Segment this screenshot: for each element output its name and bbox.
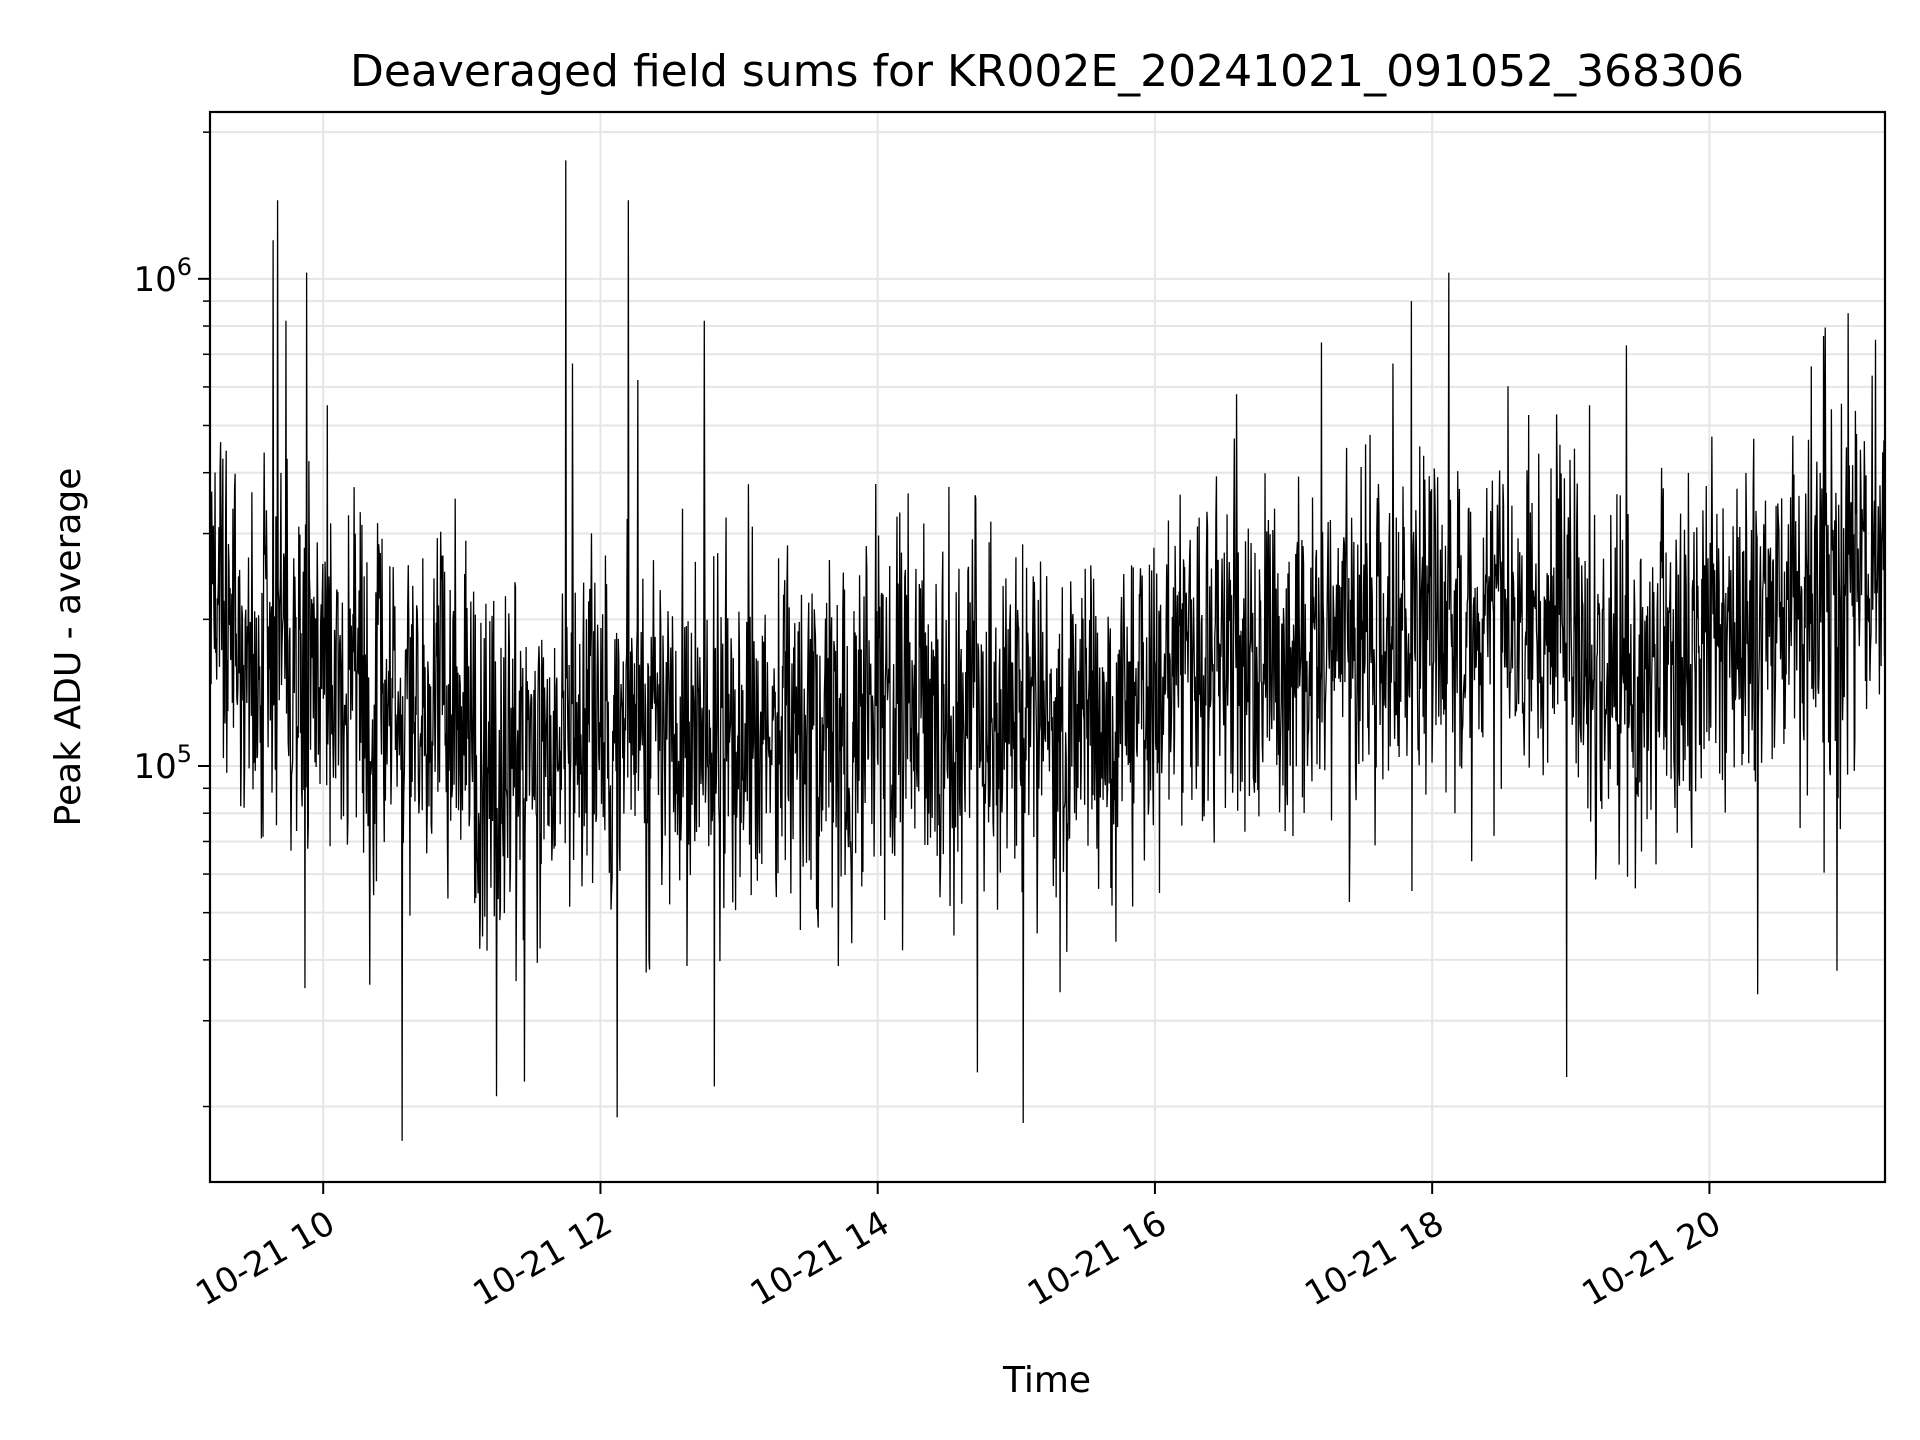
y-tick-label: 106 bbox=[133, 253, 192, 300]
y-axis-label: Peak ADU - average bbox=[48, 468, 89, 827]
x-tick-label: 10-21 18 bbox=[1298, 1203, 1450, 1314]
series-line-layer bbox=[209, 160, 1886, 1141]
x-tick-label: 10-21 10 bbox=[189, 1203, 341, 1314]
x-tick-label: 10-21 20 bbox=[1576, 1203, 1728, 1314]
chart-title: Deaveraged field sums for KR002E_2024102… bbox=[350, 46, 1744, 97]
plot-frame bbox=[208, 110, 1887, 1184]
x-tick-label: 10-21 12 bbox=[467, 1203, 619, 1314]
x-axis-label: Time bbox=[1002, 1360, 1091, 1401]
y-tick-label: 105 bbox=[133, 740, 192, 787]
x-tick-label: 10-21 16 bbox=[1021, 1203, 1173, 1314]
series-line bbox=[209, 160, 1886, 1141]
x-tick-label: 10-21 14 bbox=[744, 1203, 896, 1314]
